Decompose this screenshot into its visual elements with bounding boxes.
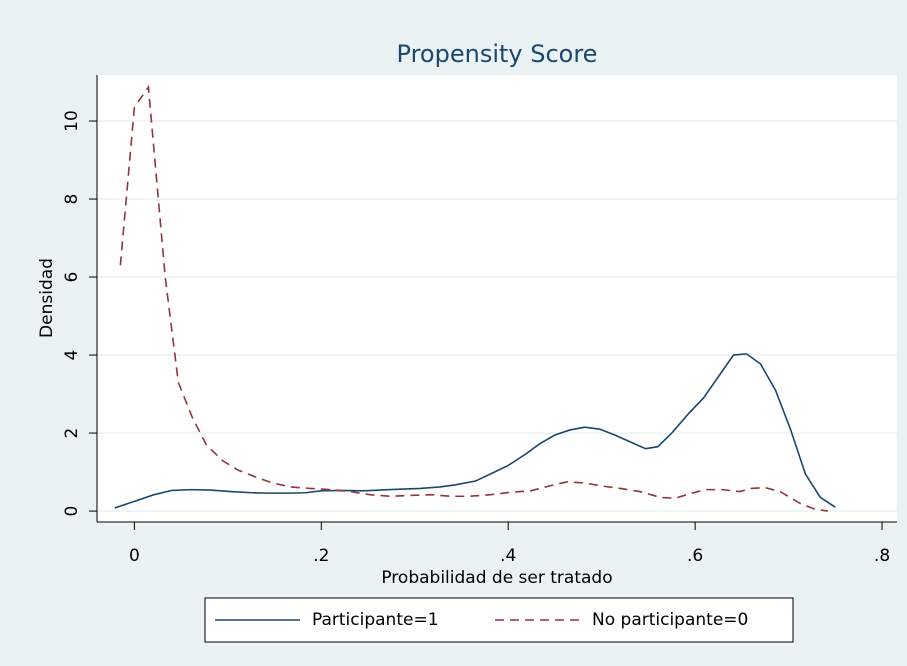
x-tick-label: .6 [687,546,703,566]
legend-box [204,597,794,643]
y-tick-label: 8 [62,194,82,205]
x-tick-label: .8 [874,546,890,566]
plot-area [97,75,897,522]
line-series [114,353,836,509]
x-tick-label: .2 [313,546,329,566]
y-tick-label: 6 [62,272,82,283]
legend-label: No participante=0 [592,610,748,630]
x-tick-label: 0 [129,546,140,566]
x-axis-label: Probabilidad de ser tratado [381,568,612,588]
x-tick-label: .4 [500,546,516,566]
y-tick-label: 4 [62,350,82,361]
chart-title: Propensity Score [397,40,598,68]
y-tick-label: 10 [62,110,82,132]
line-series [119,84,828,512]
legend-label: Participante=1 [312,610,439,630]
y-tick-label: 2 [62,428,82,439]
y-axis-label: Densidad [37,258,57,338]
y-tick-label: 0 [62,506,82,517]
